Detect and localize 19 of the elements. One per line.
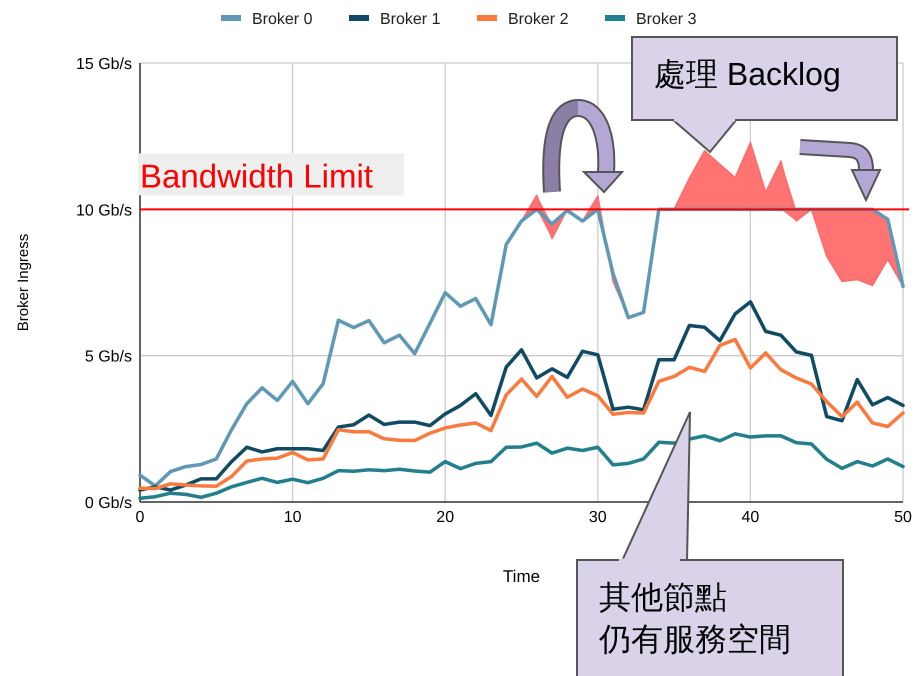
x-tick-label: 0 <box>136 509 145 526</box>
annotation: 處理 Backlog <box>654 56 841 92</box>
y-tick-label: 5 Gb/s <box>84 348 132 366</box>
y-tick-label: 0 Gb/s <box>84 495 132 512</box>
legend-label: Broker 0 <box>252 11 313 28</box>
x-tick-label: 20 <box>436 509 454 526</box>
x-tick-label: 50 <box>894 509 912 526</box>
x-tick-label: 30 <box>588 509 607 526</box>
y-tick-label: 15 Gb/s <box>76 56 132 73</box>
legend-label: Broker 3 <box>636 11 697 28</box>
legend-label: Broker 1 <box>380 11 441 28</box>
ref-line-label: Bandwidth Limit <box>140 157 373 194</box>
y-tick-label: 10 Gb/s <box>76 202 132 220</box>
x-tick-label: 40 <box>742 509 760 526</box>
callout: 處理 Backlog <box>631 36 898 154</box>
y-axis-title: Broker Ingress <box>15 234 32 332</box>
legend-label: Broker 2 <box>508 11 569 28</box>
x-tick-label: 10 <box>284 509 302 526</box>
x-axis-title: Time <box>502 567 540 586</box>
